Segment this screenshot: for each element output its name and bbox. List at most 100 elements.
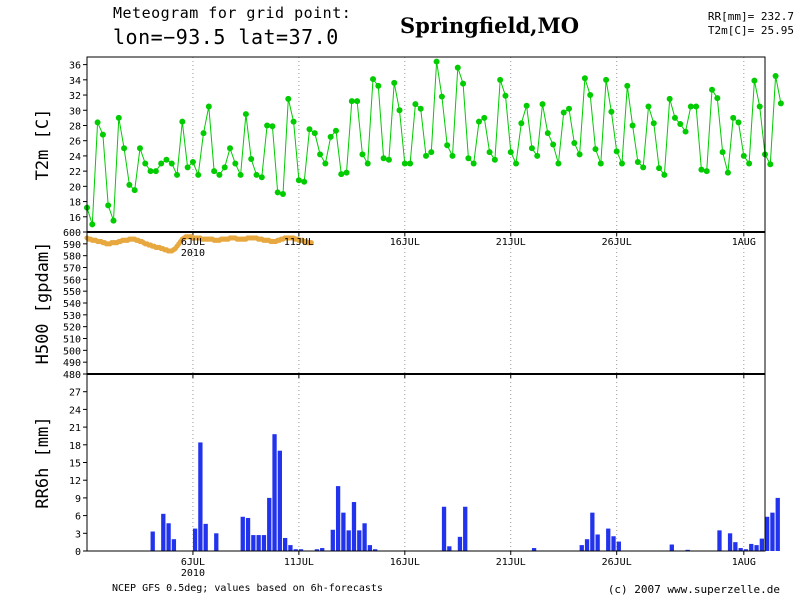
y-tick-label: 21 — [69, 423, 81, 434]
rain-bar — [584, 539, 590, 551]
y-tick-label: 24 — [69, 152, 81, 163]
y-tick-label: 580 — [63, 252, 81, 263]
rain-bar — [590, 512, 595, 551]
t2m-point — [380, 155, 387, 162]
x-tick-label-upper: 6JUL — [181, 237, 205, 248]
x-tick-label: 26JUL — [602, 557, 632, 568]
t2m-point — [348, 98, 355, 105]
y-tick-label: 18 — [69, 198, 81, 209]
rain-bar — [579, 545, 584, 551]
rain-bar — [770, 512, 775, 551]
x-tick-label-upper: 16JUL — [390, 237, 420, 248]
rain-bar — [314, 549, 320, 551]
t2m-point — [179, 118, 186, 125]
t2m-point — [677, 120, 684, 127]
t2m-point — [121, 145, 128, 152]
t2m-point — [735, 119, 742, 126]
y-tick-label: 9 — [75, 494, 81, 505]
t2m-point — [772, 73, 779, 80]
t2m-point — [211, 168, 218, 175]
t2m-point — [730, 114, 737, 121]
t2m-point — [624, 82, 631, 89]
t2m-point — [698, 166, 705, 173]
t2m-point — [142, 160, 149, 167]
rain-bar — [282, 538, 288, 551]
rain-bar — [251, 535, 256, 551]
footer-source: NCEP GFS 0.5deg; values based on 6h-fore… — [112, 583, 383, 594]
t2m-point — [481, 114, 488, 121]
t2m-point — [460, 80, 467, 87]
rain-bar — [245, 517, 251, 551]
t2m-point — [634, 159, 641, 165]
t2m-point — [650, 120, 657, 127]
rain-bar — [166, 523, 171, 551]
t2m-point — [147, 168, 154, 175]
t2m-point — [396, 107, 403, 114]
t2m-point — [189, 159, 196, 165]
t2m-point — [560, 109, 567, 116]
rain-bar — [362, 523, 367, 551]
y-tick-label: 26 — [69, 137, 81, 148]
t2m-point — [671, 114, 678, 121]
rain-bar — [261, 535, 267, 551]
rain-bar — [330, 529, 335, 551]
y-tick-label: 22 — [69, 167, 81, 178]
t2m-point — [105, 202, 112, 209]
x-tick-label-upper: 11JUL — [284, 237, 314, 248]
y-tick-label: 520 — [63, 323, 81, 334]
rain-bar — [611, 536, 616, 551]
t2m-point — [756, 103, 763, 110]
t2m-point — [248, 155, 255, 162]
x-tick-label-upper: 21JUL — [496, 237, 526, 248]
t2m-point — [99, 131, 106, 138]
t2m-point — [576, 151, 583, 158]
t2m-point — [115, 114, 122, 121]
t2m-point — [184, 164, 191, 171]
t2m-point — [454, 64, 461, 71]
y-tick-label: 3 — [75, 529, 81, 540]
header-coordinates: lon=−93.5 lat=37.0 — [113, 25, 339, 49]
t2m-point — [518, 120, 525, 127]
t2m-point — [693, 103, 700, 110]
t2m-point — [205, 103, 212, 110]
t2m-point — [449, 152, 456, 159]
t2m-point — [126, 181, 133, 188]
y-tick-label: 600 — [63, 228, 81, 239]
t2m-point — [317, 151, 324, 158]
header-rr-total: RR[mm]= 232.7 — [707, 10, 794, 23]
t2m-point — [264, 122, 271, 129]
y-tick-label: 20 — [69, 182, 81, 193]
rain-bar — [743, 549, 749, 551]
y-tick-label: 27 — [69, 388, 81, 399]
t2m-point — [221, 164, 228, 171]
t2m-point — [566, 105, 573, 112]
t2m-point — [232, 160, 239, 167]
rain-bar — [531, 548, 537, 551]
t2m-point — [322, 160, 329, 167]
y-tick-label: 18 — [69, 441, 81, 452]
t2m-point — [306, 126, 313, 133]
rain-bar — [192, 528, 198, 551]
rain-bar — [214, 533, 219, 551]
t2m-point — [295, 177, 302, 184]
x-tick-label-upper-year: 2010 — [181, 248, 205, 259]
y-tick-label: 510 — [63, 335, 81, 346]
y-tick-label: 0 — [75, 547, 81, 558]
rain-bar — [727, 533, 733, 551]
rain-bar — [754, 545, 759, 551]
rain-bar — [150, 531, 155, 551]
y-tick-label: 480 — [63, 370, 81, 381]
y-tick-label: 30 — [69, 106, 81, 117]
t2m-point — [359, 151, 366, 158]
t2m-point — [433, 58, 440, 65]
rain-bar — [441, 506, 447, 551]
rain-bar — [616, 541, 621, 551]
t2m-point — [709, 86, 716, 93]
y-tick-label: 500 — [63, 346, 81, 357]
t2m-point — [740, 152, 747, 159]
t2m-point — [640, 164, 647, 171]
t2m-point — [470, 160, 477, 167]
t2m-point — [200, 130, 207, 137]
t2m-point — [523, 102, 530, 109]
t2m-point — [423, 152, 429, 159]
